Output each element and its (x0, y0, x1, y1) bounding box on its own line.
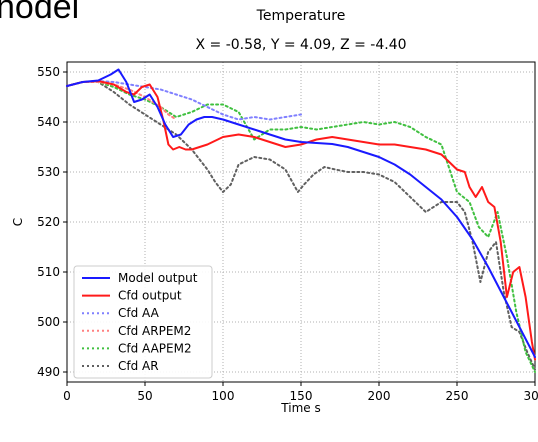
y-tick-label: 540 (37, 115, 60, 129)
x-tick-label: 300 (524, 389, 538, 403)
x-tick-label: 50 (137, 389, 152, 403)
slide-title-fragment: nodel (0, 0, 80, 26)
x-axis-label: Time s (280, 401, 320, 415)
x-tick-label: 150 (290, 389, 313, 403)
y-axis-label: C (11, 218, 25, 226)
chart-subtitle: X = -0.58, Y = 4.09, Z = -4.40 (195, 37, 406, 53)
legend-label: Cfd output (118, 289, 182, 303)
legend-label: Cfd AAPEM2 (118, 341, 192, 355)
x-tick-label: 0 (63, 389, 71, 403)
axis-ticks: 0 50 100 150 200 250 300 490 500 510 520 530 540 550 (37, 65, 538, 403)
legend-box (73, 265, 213, 379)
chart-legend: Model output Cfd output Cfd AA Cfd ARPEM2 Cf… (73, 265, 213, 379)
y-tick-label: 490 (37, 365, 60, 379)
y-tick-label: 500 (37, 315, 60, 329)
series-line-cfd-aapem2 (66, 81, 536, 373)
x-tick-label: 250 (446, 389, 469, 403)
y-tick-label: 550 (37, 65, 60, 79)
legend-label: Cfd AA (118, 306, 160, 320)
legend-label: Cfd ARPEM2 (118, 324, 191, 338)
x-tick-label: 100 (212, 389, 235, 403)
y-tick-label: 510 (37, 265, 60, 279)
series-line-model-output (66, 68, 536, 358)
y-tick-label: 530 (37, 165, 60, 179)
legend-label: Model output (118, 271, 198, 285)
series-lines (66, 68, 536, 373)
series-line-cfd-aa (66, 80, 302, 121)
legend-label: Cfd AR (118, 359, 159, 373)
chart-title: Temperature (256, 8, 346, 24)
y-tick-label: 520 (37, 215, 60, 229)
series-line-cfd-output (66, 80, 536, 361)
x-tick-label: 200 (368, 389, 391, 403)
